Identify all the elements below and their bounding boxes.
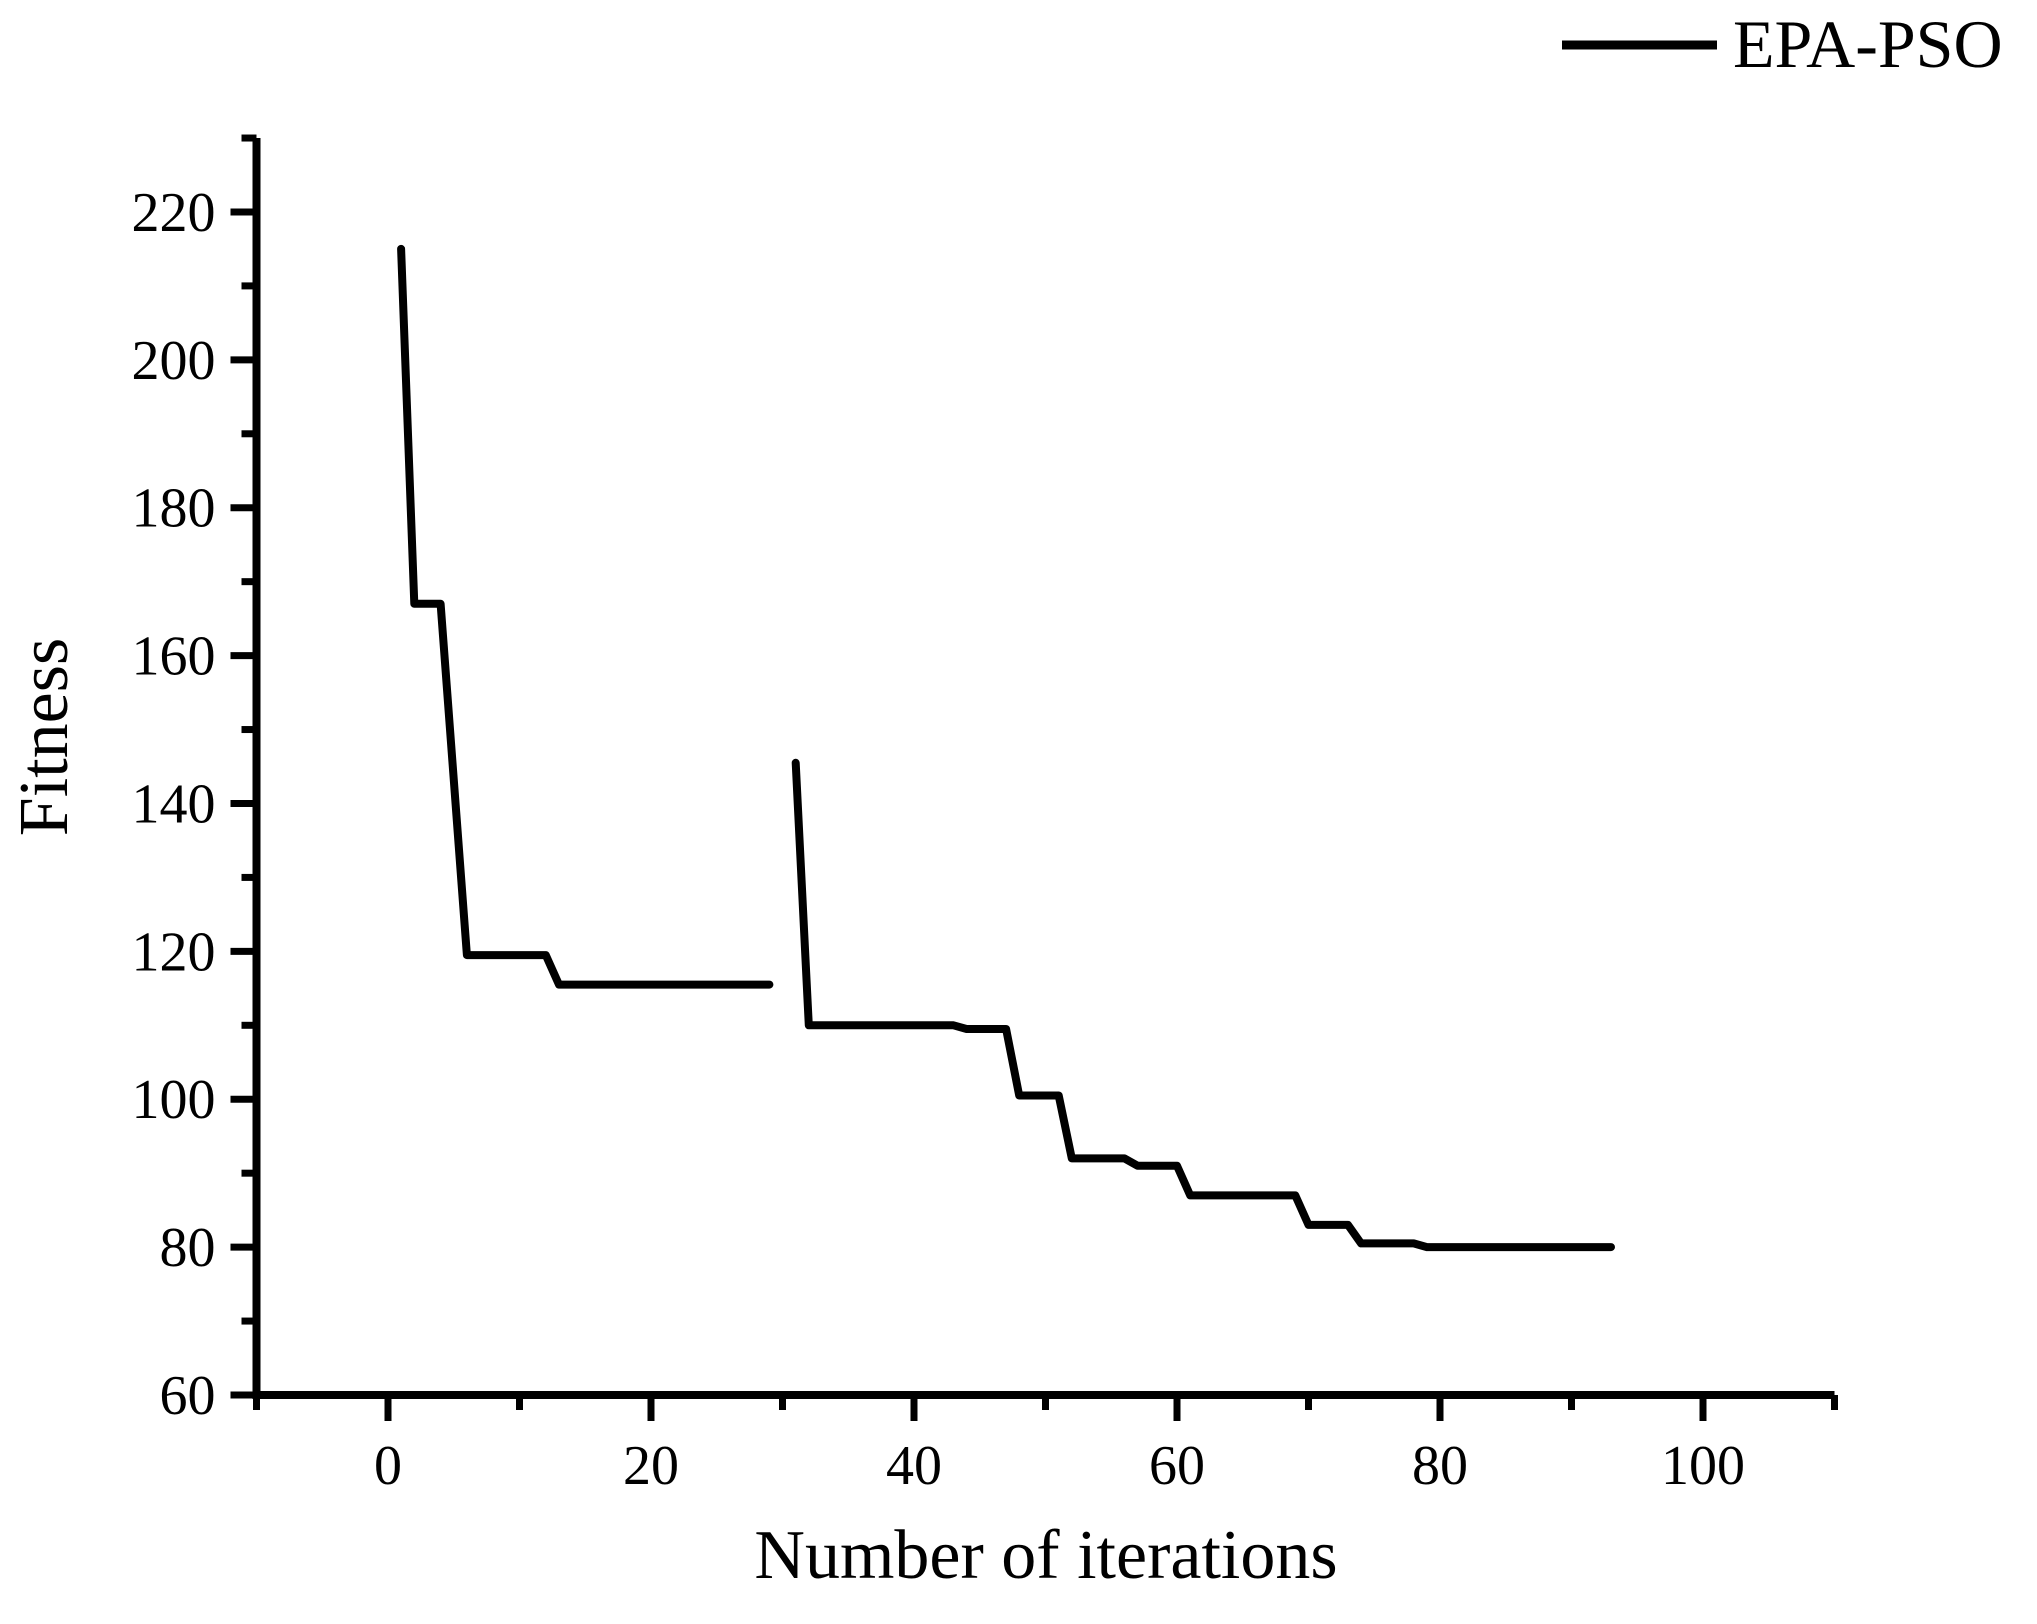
y-tick-label: 180: [132, 478, 216, 540]
y-tick-label: 200: [132, 330, 216, 392]
x-tick-label: 40: [886, 1435, 942, 1497]
y-tick-label: 220: [132, 182, 216, 244]
y-axis-tick-labels: 60 80 100 120 140 160 180 200 220: [132, 182, 216, 1427]
data-series: [397, 244, 1615, 1252]
x-tick-label: 100: [1661, 1435, 1745, 1497]
y-axis-title: Fitness: [6, 638, 83, 836]
legend: EPA-PSO: [1562, 6, 2003, 82]
y-tick-label: 80: [160, 1217, 216, 1279]
y-tick-label: 120: [132, 921, 216, 983]
x-tick-label: 80: [1412, 1435, 1468, 1497]
y-tick-label: 100: [132, 1069, 216, 1131]
x-tick-label: 0: [374, 1435, 402, 1497]
x-tick-label: 20: [623, 1435, 679, 1497]
series-line-epa-pso: [397, 244, 774, 989]
x-axis-tick-labels: 0 20 40 60 80 100: [374, 1435, 1745, 1497]
legend-label: EPA-PSO: [1733, 6, 2003, 82]
x-axis-title: Number of iterations: [754, 1517, 1337, 1594]
x-axis-ticks: [253, 1395, 1838, 1421]
y-tick-label: 60: [160, 1365, 216, 1427]
axes: [252, 138, 1835, 1399]
series-line-epa-pso: [791, 758, 1615, 1252]
y-tick-label: 140: [132, 773, 216, 835]
y-tick-label: 160: [132, 626, 216, 688]
x-tick-label: 60: [1149, 1435, 1205, 1497]
y-axis-ticks: [230, 134, 257, 1399]
